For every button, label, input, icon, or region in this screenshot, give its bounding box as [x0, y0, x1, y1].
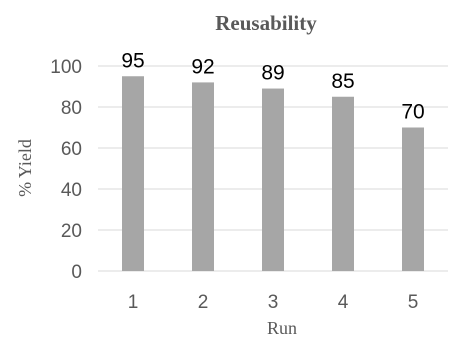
- bars: [122, 76, 424, 272]
- x-axis-title: Run: [267, 318, 297, 337]
- chart-title: Reusability: [215, 11, 317, 35]
- bar: [402, 127, 424, 271]
- bar: [192, 82, 214, 272]
- x-tick-label: 2: [198, 292, 209, 313]
- data-label: 95: [121, 49, 144, 72]
- data-label: 85: [331, 70, 354, 93]
- data-label: 70: [401, 101, 424, 124]
- y-tick-label: 0: [71, 262, 82, 283]
- x-tick-label: 3: [268, 292, 279, 313]
- y-tick-label: 20: [61, 221, 82, 242]
- bar: [332, 96, 354, 271]
- data-label: 89: [261, 62, 284, 85]
- data-label: 92: [191, 55, 214, 78]
- y-tick-labels: 0 20 40 60 80 100: [50, 57, 82, 283]
- bar: [122, 76, 144, 271]
- data-labels: 95 92 89 85 70: [121, 49, 424, 123]
- bar: [262, 88, 284, 271]
- x-tick-label: 1: [128, 292, 139, 313]
- y-tick-label: 80: [61, 98, 82, 119]
- x-tick-labels: 1 2 3 4 5: [128, 292, 419, 313]
- x-tick-label: 4: [338, 292, 349, 313]
- y-tick-label: 100: [50, 57, 82, 78]
- y-tick-label: 60: [61, 139, 82, 160]
- y-axis-title: % Yield: [15, 139, 35, 197]
- y-tick-label: 40: [61, 180, 82, 201]
- x-tick-label: 5: [408, 292, 419, 313]
